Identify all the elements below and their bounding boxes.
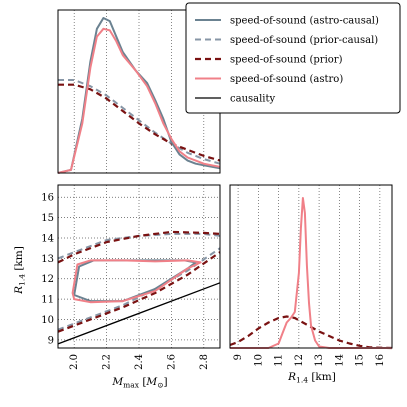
- series-astro-line: [230, 197, 392, 349]
- panel-bottom-right: 9 10 11 12 13 14 15 16: [229, 184, 393, 367]
- x-tick-label: 12: [294, 354, 305, 367]
- x-tick-label: 15: [355, 354, 366, 367]
- x-tick-label: 14: [334, 354, 345, 367]
- legend-label: speed-of-sound (astro-causal): [230, 16, 379, 27]
- panel-bottom-left: 2.0 2.2 2.4 2.6 2.8 9 10 11 12 13 14 15 16: [41, 184, 221, 370]
- series-astro-line: [57, 27, 221, 174]
- y-tick-label: 16: [41, 193, 54, 204]
- legend-label: causality: [230, 94, 276, 105]
- x-tick-label: 2.0: [69, 354, 80, 370]
- panel-bottom-right-frame: [229, 184, 393, 349]
- x-tick-label: 16: [375, 354, 386, 367]
- bl-ylabel: R1.4 [km]: [13, 246, 27, 295]
- y-tick-label: 14: [41, 233, 54, 244]
- x-tick-label: 10: [253, 354, 264, 367]
- y-tick-label: 9: [48, 335, 54, 346]
- x-tick-label: 2.8: [199, 354, 210, 370]
- x-tick-label: 2.2: [102, 354, 113, 370]
- series-prior-causal-line: [58, 79, 221, 165]
- y-tick-label: 10: [41, 315, 54, 326]
- y-tick-label: 12: [41, 274, 54, 285]
- legend-label: speed-of-sound (prior-causal): [230, 35, 378, 46]
- x-tick-label: 9: [233, 354, 244, 360]
- legend-label: speed-of-sound (prior): [230, 55, 343, 66]
- legend-label: speed-of-sound (astro): [230, 74, 343, 85]
- br-xlabel: R1.4 [km]: [287, 371, 336, 385]
- legend: speed-of-sound (astro-causal) speed-of-so…: [185, 2, 401, 114]
- legend-box: [185, 2, 401, 114]
- x-tick-label: 11: [274, 354, 285, 367]
- x-tick-label: 13: [314, 354, 325, 367]
- y-tick-label: 11: [41, 295, 54, 306]
- x-tick-label: 2.4: [134, 354, 145, 370]
- series-prior-upper-line: [57, 230, 221, 264]
- x-tick-label: 2.6: [166, 354, 177, 370]
- series-astro-closed-line: [71, 259, 202, 304]
- series-prior-line: [229, 315, 393, 350]
- y-tick-label: 13: [41, 254, 54, 265]
- series-causality-line: [57, 282, 221, 345]
- bl-xlabel: Mmax [M⊙]: [111, 376, 167, 390]
- series-prior-line: [58, 83, 221, 162]
- y-tick-label: 15: [41, 213, 54, 224]
- panel-bottom-left-frame: [57, 184, 221, 349]
